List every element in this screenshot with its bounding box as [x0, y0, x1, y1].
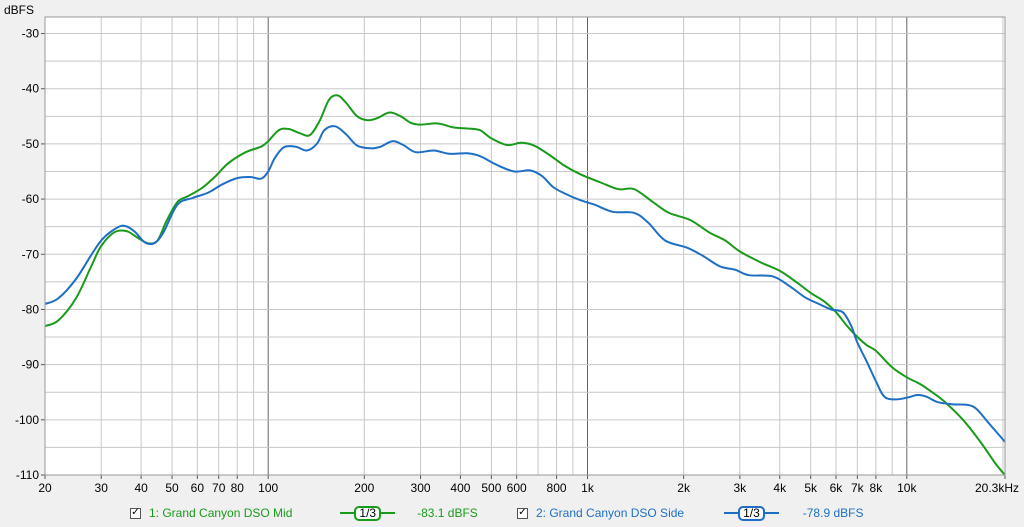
series-2-line-swatch-right	[764, 512, 779, 514]
y-tick-label: -30	[22, 27, 40, 41]
frequency-response-chart: dBFS 20 30 40 50 60 70 80 100 200 300 400 500 600 800…	[4, 3, 1019, 495]
y-tick-label: -80	[22, 302, 40, 316]
y-tick-label: -110	[16, 468, 39, 482]
x-tick-label: 500	[481, 481, 501, 495]
x-tick-label: 30	[95, 481, 109, 495]
y-tick-label: -60	[22, 192, 40, 206]
series-1-line-swatch-right	[381, 512, 396, 514]
series-lines	[44, 94, 1006, 476]
y-tick-label: -40	[22, 82, 40, 96]
series-2-line	[44, 125, 1006, 443]
x-tick-label: 70	[212, 481, 226, 495]
series-2-smoothing-control[interactable]: 1/3	[724, 505, 779, 521]
x-tick-label: 20	[38, 481, 52, 495]
x-tick-label: 200	[354, 481, 374, 495]
y-axis-ticks: -30 -40 -50 -60 -70 -80 -90 -100 -110	[15, 27, 45, 482]
y-tick-label: -50	[22, 137, 40, 151]
legend-series-2: ✓ 2: Grand Canyon DSO Side 1/3 -78.9 dBF…	[517, 502, 863, 524]
x-tick-label: 50	[165, 481, 179, 495]
plot-area[interactable]	[44, 16, 1006, 476]
x-tick-label: 7k	[851, 481, 865, 495]
x-tick-label: 4k	[773, 481, 787, 495]
x-tick-label: 5k	[804, 481, 818, 495]
y-tick-label: -70	[22, 247, 40, 261]
x-axis-ticks: 20 30 40 50 60 70 80 100 200 300 400 500 600 800 1k 2k 3…	[38, 475, 1019, 495]
series-2-visibility-checkbox[interactable]: ✓	[517, 507, 528, 519]
legend-series-1: ✓ 1: Grand Canyon DSO Mid 1/3 -83.1 dBFS	[130, 502, 478, 524]
y-axis-title: dBFS	[4, 3, 34, 17]
y-tick-label: -100	[15, 413, 39, 427]
series-2-label: 2: Grand Canyon DSO Side	[536, 506, 685, 520]
x-tick-label: 8k	[870, 481, 884, 495]
x-tick-label: 1k	[581, 481, 595, 495]
x-tick-label: 300	[411, 481, 431, 495]
x-tick-label: 2k	[677, 481, 691, 495]
series-2-reading: -78.9 dBFS	[802, 506, 864, 520]
series-1-line-swatch	[340, 512, 355, 514]
series-1-visibility-checkbox[interactable]: ✓	[130, 507, 141, 519]
x-tick-label: 20.3kHz	[975, 481, 1019, 495]
series-1-reading: -83.1 dBFS	[417, 506, 478, 520]
x-tick-label: 3k	[734, 481, 748, 495]
series-2-smoothing-badge: 1/3	[738, 505, 765, 521]
plot-border	[44, 16, 1006, 476]
x-tick-label: 60	[191, 481, 205, 495]
x-tick-label: 80	[231, 481, 245, 495]
series-1-line	[44, 94, 1006, 476]
series-1-smoothing-control[interactable]: 1/3	[340, 505, 396, 521]
x-tick-label: 10k	[897, 481, 917, 495]
x-tick-label: 6k	[830, 481, 844, 495]
series-2-line-swatch	[724, 512, 739, 514]
x-tick-label: 400	[450, 481, 470, 495]
x-tick-label: 100	[258, 481, 278, 495]
x-tick-label: 40	[134, 481, 148, 495]
x-tick-label: 600	[507, 481, 527, 495]
x-tick-label: 800	[547, 481, 567, 495]
y-tick-label: -90	[22, 358, 40, 372]
series-1-smoothing-badge: 1/3	[354, 505, 382, 521]
series-1-label: 1: Grand Canyon DSO Mid	[149, 506, 293, 520]
